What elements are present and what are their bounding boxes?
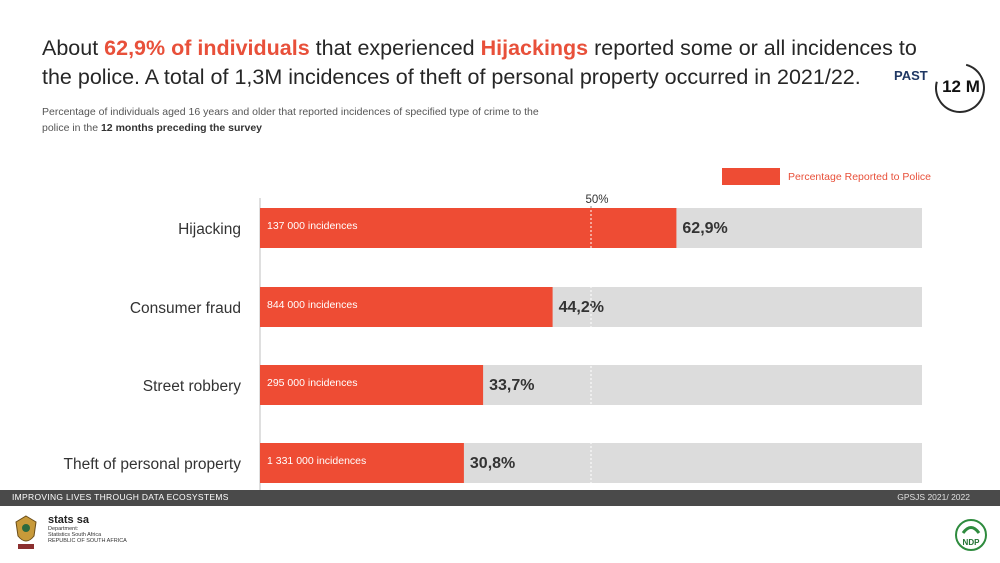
legend-label: Percentage Reported to Police [788,170,932,183]
category-label: Theft of personal property [64,456,242,473]
headline: About 62,9% of individuals that experien… [42,34,932,92]
stats-sa-line2: Statistics South Africa [48,532,102,538]
bar [260,287,553,327]
data-label: 44,2% [559,299,604,316]
headline-text-2: that experienced [309,36,481,60]
stats-sa-name: stats sa [48,514,89,526]
subtitle-text: Percentage of individuals aged 16 years … [42,106,539,134]
footer-tagline: IMPROVING LIVES THROUGH DATA ECOSYSTEMS [12,492,229,502]
ndp-label: NDP [963,538,981,547]
badge-period-label: 12 M [942,77,980,96]
footer-bar: IMPROVING LIVES THROUGH DATA ECOSYSTEMS … [0,490,1000,506]
stats-sa-logo: stats sa Department: Statistics South Af… [12,514,127,552]
category-label: Hijacking [178,221,241,238]
legend-swatch [722,168,780,185]
ndp-logo: NDP [955,519,987,551]
badge-past-label: PAST [894,68,928,83]
headline-highlight-crime: Hijackings [480,36,589,60]
stats-sa-dept: Department: [48,526,79,532]
bar [260,365,484,405]
headline-text-1: About [42,36,105,60]
data-label: 33,7% [489,377,534,394]
reference-label: 50% [585,194,608,206]
bar [260,443,464,483]
chart-subtitle: Percentage of individuals aged 16 years … [42,104,562,136]
data-label: 62,9% [682,220,727,237]
bar-chart: Hijacking 137 000 incidences 62,9% Consumer… [64,194,922,490]
chart-legend: Percentage Reported to Police [722,168,931,185]
headline-highlight-percent: 62,9% of individuals [104,36,310,60]
subtitle-bold: 12 months preceding the survey [100,122,263,134]
data-label: 30,8% [470,455,515,472]
bar-incidences-label: 844 000 incidences [267,299,358,311]
bar-incidences-label: 295 000 incidences [267,377,358,389]
bar [260,208,677,248]
headline-text-3: reported some or all incidences to the p… [42,36,917,89]
bar-incidences-label: 137 000 incidences [267,220,358,232]
stats-sa-line3: REPUBLIC OF SOUTH AFRICA [48,538,127,544]
coat-of-arms-icon [15,515,37,549]
footer-survey-label: GPSJS 2021/ 2022 [897,492,970,502]
bar-incidences-label: 1 331 000 incidences [267,455,366,467]
past-12-months-badge: PAST 12 M [890,53,995,123]
category-label: Consumer fraud [130,300,241,317]
category-label: Street robbery [143,378,241,395]
